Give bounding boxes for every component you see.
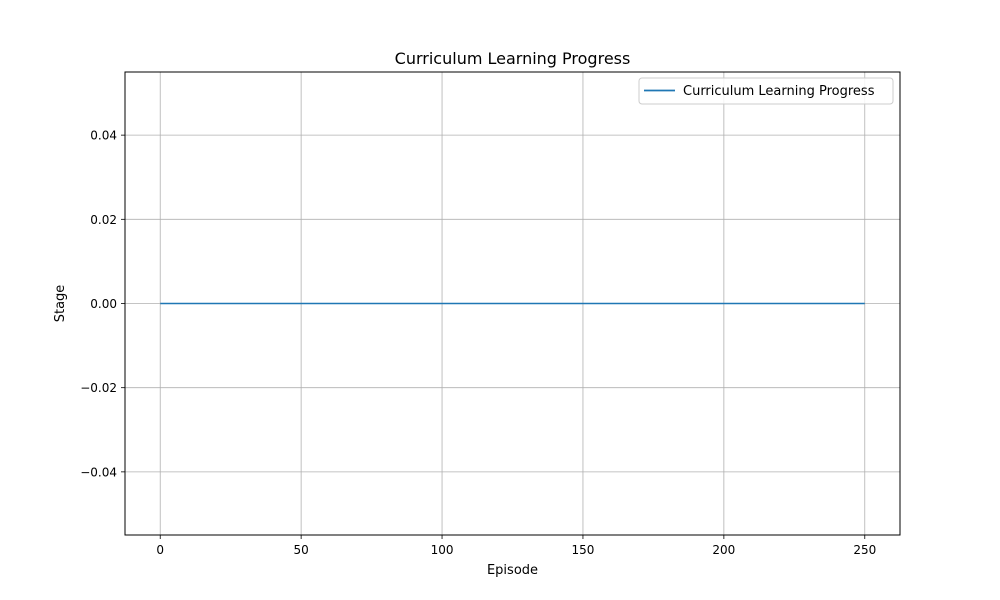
axis-ticks: 0 50 100 150 200 250 −0.04 −0.02 0.00 0.02 0.04 [80,129,876,557]
x-tick-label: 150 [572,543,595,557]
x-tick-label: 50 [293,543,308,557]
legend-box [638,77,894,105]
x-tick-label: 100 [431,543,454,557]
x-tick-label: 0 [156,543,164,557]
y-tick-label: 0.00 [90,297,117,311]
legend: Curriculum Learning Progress [638,77,894,105]
x-tick-label: 200 [712,543,735,557]
plot-area: 0 50 100 150 200 250 −0.04 −0.02 0.00 0.02 0.04 [80,71,901,557]
y-axis-title: Stage [53,285,68,323]
x-axis-title: Episode [487,563,538,578]
y-tick-label: 0.04 [90,129,117,143]
x-tick-label: 250 [853,543,876,557]
y-tick-label: −0.02 [80,381,117,395]
y-tick-label: 0.02 [90,213,117,227]
y-tick-label: −0.04 [80,465,117,479]
legend-label: Curriculum Learning Progress [683,84,875,99]
chart-title: Curriculum Learning Progress [395,49,631,68]
